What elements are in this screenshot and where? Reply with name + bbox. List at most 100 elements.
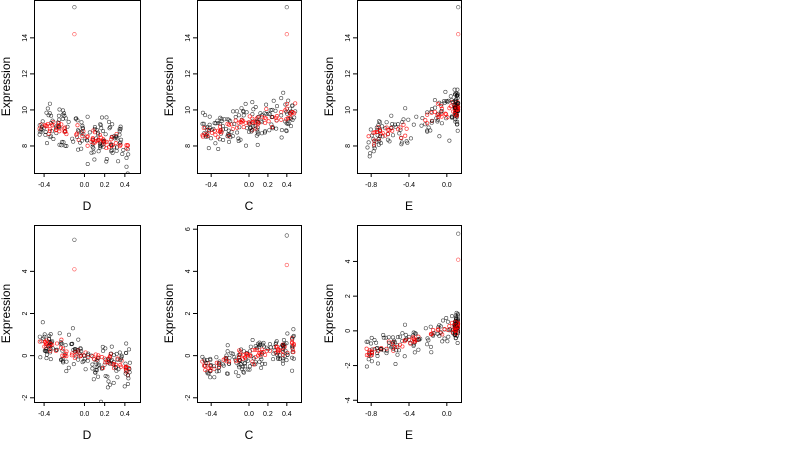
observed-point xyxy=(112,136,117,141)
observed-point xyxy=(411,122,416,127)
observed-point xyxy=(376,123,381,128)
observed-point xyxy=(267,128,272,133)
outlier-point xyxy=(284,233,289,238)
fitted-point xyxy=(227,359,232,364)
observed-point xyxy=(447,138,452,143)
fitted-point xyxy=(385,131,390,136)
observed-point xyxy=(201,121,206,126)
fitted-point xyxy=(435,112,440,117)
observed-point xyxy=(127,347,132,352)
fitted-point xyxy=(233,359,238,364)
observed-point xyxy=(69,341,74,346)
observed-point xyxy=(393,124,398,129)
x-tick-label: 0.4 xyxy=(282,411,292,418)
fitted-point xyxy=(247,114,252,119)
fitted-point xyxy=(61,126,67,131)
observed-point xyxy=(255,129,260,134)
fitted-point xyxy=(91,140,96,145)
observed-point xyxy=(42,332,47,337)
observed-point xyxy=(384,351,389,356)
x-axis-title: D xyxy=(83,428,92,442)
observed-point xyxy=(56,124,61,129)
observed-point xyxy=(225,371,230,376)
observed-point xyxy=(291,333,296,338)
observed-point xyxy=(245,367,250,372)
observed-point xyxy=(284,128,289,133)
observed-point xyxy=(238,362,243,367)
x-tick-label: -0.4 xyxy=(38,182,50,189)
observed-point xyxy=(369,359,374,364)
fitted-point xyxy=(113,141,118,146)
x-tick-label: -0.4 xyxy=(205,411,217,418)
observed-point xyxy=(268,345,273,350)
observed-point xyxy=(98,123,103,128)
fitted-point xyxy=(85,134,90,139)
x-tick-label: 0.2 xyxy=(263,411,273,418)
fitted-point xyxy=(216,361,221,366)
observed-point xyxy=(73,347,78,352)
observed-point xyxy=(408,136,413,141)
fitted-point xyxy=(429,110,434,115)
observed-point xyxy=(57,142,62,147)
observed-point xyxy=(80,360,85,365)
observed-point xyxy=(91,146,96,151)
observed-point xyxy=(403,106,408,111)
observed-point xyxy=(235,130,240,135)
observed-point xyxy=(78,140,83,145)
observed-point xyxy=(67,332,72,337)
observed-point xyxy=(402,354,407,359)
observed-point xyxy=(100,344,105,349)
fitted-point xyxy=(432,109,437,115)
observed-point xyxy=(250,112,255,117)
observed-point xyxy=(80,123,85,128)
outlier-point xyxy=(284,5,289,10)
points-group xyxy=(200,5,298,152)
observed-point xyxy=(445,319,450,324)
fitted-point xyxy=(250,116,255,121)
observed-point xyxy=(113,365,118,370)
observed-point xyxy=(38,355,43,360)
fitted-point xyxy=(114,131,119,137)
fitted-point xyxy=(37,339,42,344)
observed-point xyxy=(75,134,80,139)
fitted-point xyxy=(43,124,48,129)
observed-point xyxy=(277,353,282,358)
observed-point xyxy=(232,355,237,360)
observed-point xyxy=(82,356,87,361)
observed-point xyxy=(57,117,62,122)
fitted-point xyxy=(447,106,452,111)
fitted-point xyxy=(69,353,74,358)
observed-point xyxy=(241,109,246,114)
fitted-point xyxy=(376,125,381,130)
panel-5: -0.4 0.0 0.2 0.4 -2 0 2 4 6 C Expression xyxy=(162,225,302,442)
observed-point xyxy=(271,98,276,103)
fitted-point xyxy=(70,351,75,356)
observed-point xyxy=(124,341,129,346)
points-group xyxy=(365,5,461,159)
observed-point xyxy=(203,113,208,118)
observed-point xyxy=(93,370,98,375)
fitted-point xyxy=(262,115,267,120)
fitted-point xyxy=(206,127,211,132)
fitted-point xyxy=(366,134,371,139)
outlier-point xyxy=(284,262,289,268)
observed-point xyxy=(207,114,212,119)
observed-point xyxy=(453,319,458,324)
x-tick-label: -0.4 xyxy=(38,411,50,418)
x-tick-label: -0.4 xyxy=(403,182,415,189)
fitted-point xyxy=(53,128,59,133)
fitted-point xyxy=(447,324,452,329)
observed-point xyxy=(64,144,69,149)
observed-point xyxy=(375,351,380,356)
observed-point xyxy=(94,136,99,141)
plot-frame xyxy=(357,225,462,403)
observed-point xyxy=(390,122,395,127)
y-tick-label: 8 xyxy=(345,144,352,148)
fitted-point xyxy=(96,353,101,358)
observed-point xyxy=(227,132,232,137)
fitted-point xyxy=(241,125,246,130)
observed-point xyxy=(453,117,458,122)
observed-point xyxy=(250,337,255,342)
observed-point xyxy=(371,144,376,149)
fitted-point xyxy=(454,327,459,332)
